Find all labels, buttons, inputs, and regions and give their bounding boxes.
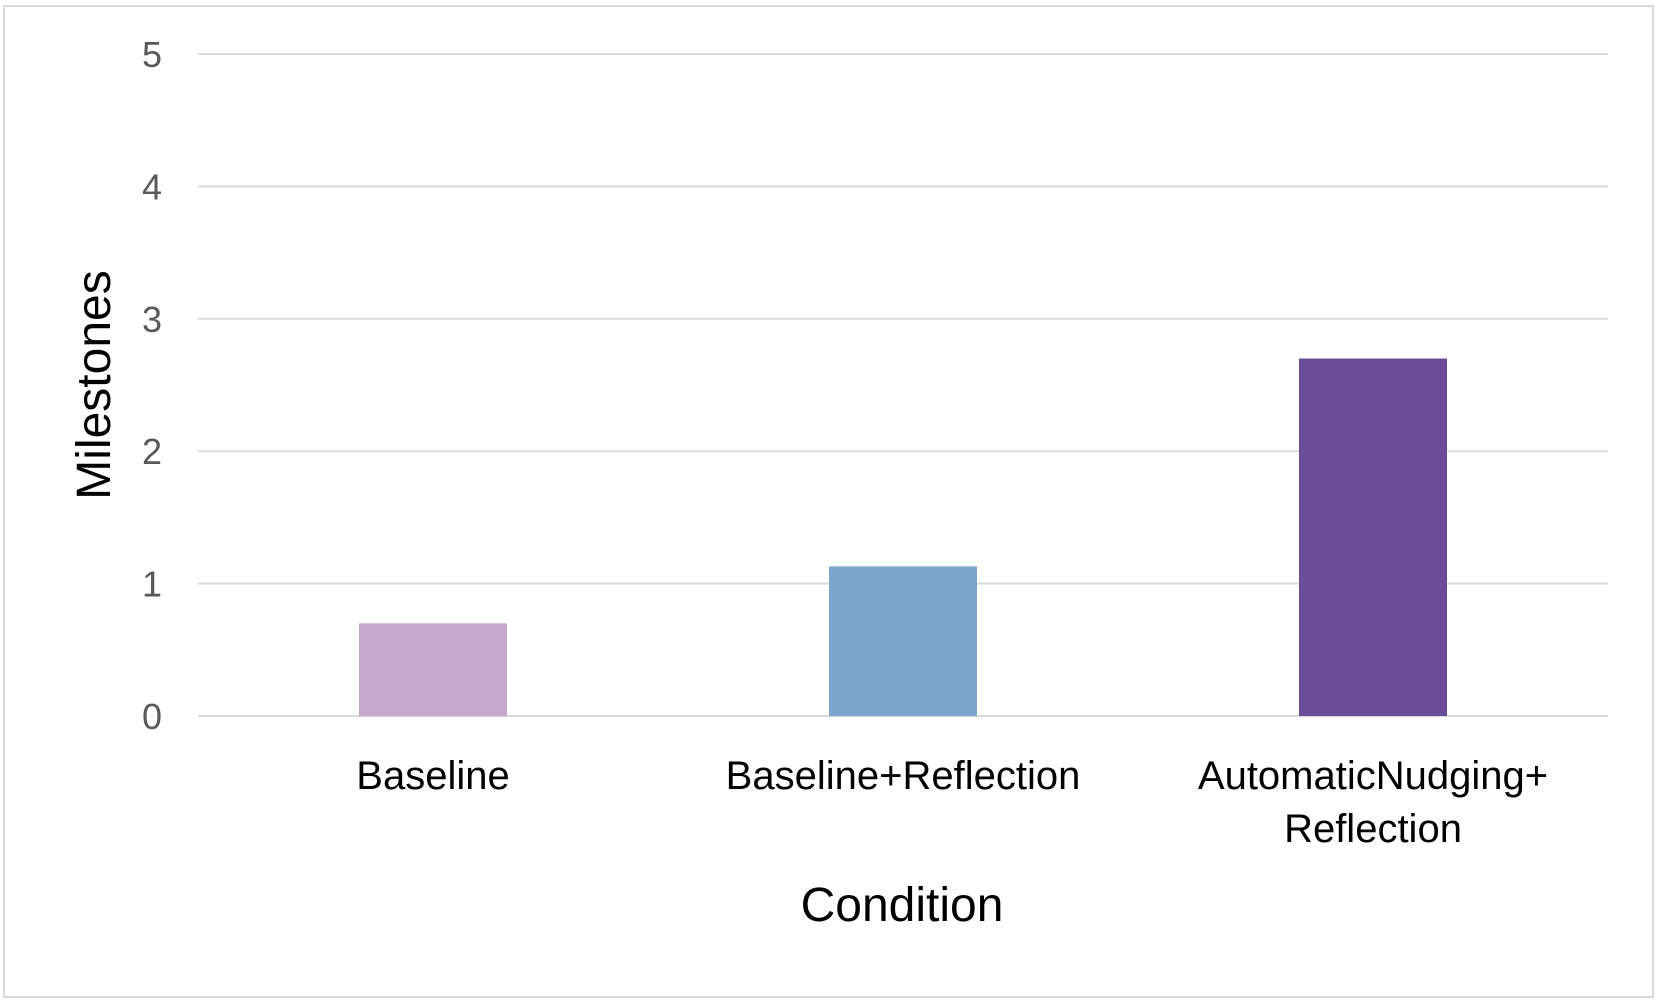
x-axis-title: Condition — [801, 879, 1004, 932]
x-category-label: Reflection — [1284, 807, 1462, 851]
bar — [359, 623, 507, 716]
bar — [1299, 358, 1447, 716]
y-tick-label: 1 — [142, 564, 162, 605]
y-tick-label: 5 — [142, 34, 162, 75]
bar — [829, 566, 977, 716]
x-axis-categories: Baseline Baseline+Reflection AutomaticNudg… — [356, 754, 1548, 851]
y-axis-ticks: 0 1 2 3 4 5 — [142, 34, 162, 737]
y-tick-label: 2 — [142, 431, 162, 472]
x-category-label: Baseline — [356, 754, 509, 798]
x-category-label: Baseline+Reflection — [726, 754, 1081, 798]
y-tick-label: 4 — [142, 166, 162, 207]
x-category-label: AutomaticNudging+ — [1198, 754, 1548, 798]
y-tick-label: 0 — [142, 696, 162, 737]
y-axis-title: Milestones — [68, 270, 121, 499]
bars — [359, 358, 1447, 716]
y-tick-label: 3 — [142, 299, 162, 340]
